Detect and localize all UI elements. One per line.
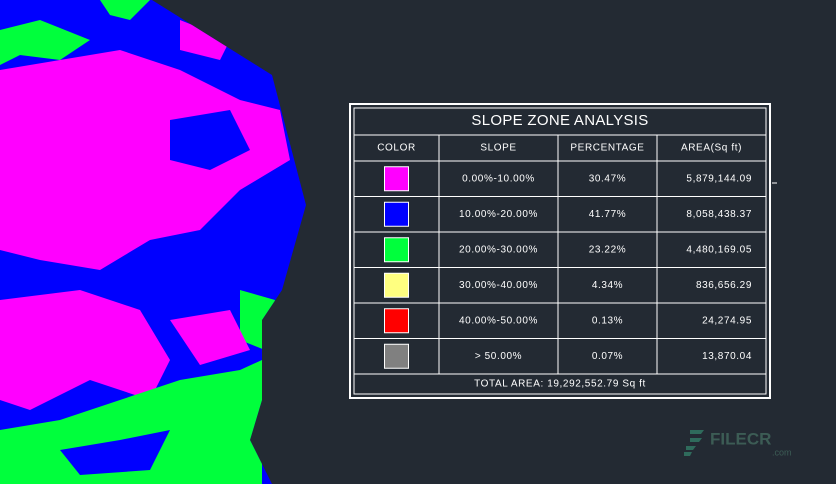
area-cell: 4,480,169.05 [686,244,752,255]
color-swatch [384,166,409,192]
color-swatch [384,237,409,263]
slope-cell: 40.00%-50.00% [459,315,538,326]
area-cell: 836,656.29 [696,280,752,291]
column-header: SLOPE [480,143,516,154]
total-area: TOTAL AREA: 19,292,552.79 Sq ft [474,379,646,390]
column-header: COLOR [377,143,416,154]
percentage-cell: 4.34% [592,280,623,291]
area-cell: 5,879,144.09 [686,173,752,184]
slope-cell: 20.00%-30.00% [459,244,538,255]
percentage-cell: 0.07% [592,351,623,362]
percentage-cell: 23.22% [589,244,627,255]
color-swatch [384,201,409,227]
slope-cell: 0.00%-10.00% [462,173,535,184]
logo-icon [684,430,704,456]
column-header: PERCENTAGE [570,143,644,154]
table-title: SLOPE ZONE ANALYSIS [471,112,648,129]
slope-cell: > 50.00% [475,351,522,362]
watermark-suffix: .com [772,447,792,457]
area-cell: 24,274.95 [702,315,752,326]
column-header: AREA(Sq ft) [681,143,742,154]
color-swatch [384,343,409,369]
area-cell: 8,058,438.37 [686,209,752,220]
color-swatch [384,272,409,298]
percentage-cell: 0.13% [592,315,623,326]
color-swatch [384,308,409,334]
slope-cell: 30.00%-40.00% [459,280,538,291]
percentage-cell: 41.77% [589,209,627,220]
percentage-cell: 30.47% [589,173,627,184]
watermark-brand: FILECR [710,429,771,448]
table-frame [349,103,771,399]
slope-map [0,0,306,484]
slope-cell: 10.00%-20.00% [459,209,538,220]
table-border [353,107,767,395]
area-cell: 13,870.04 [702,351,752,362]
